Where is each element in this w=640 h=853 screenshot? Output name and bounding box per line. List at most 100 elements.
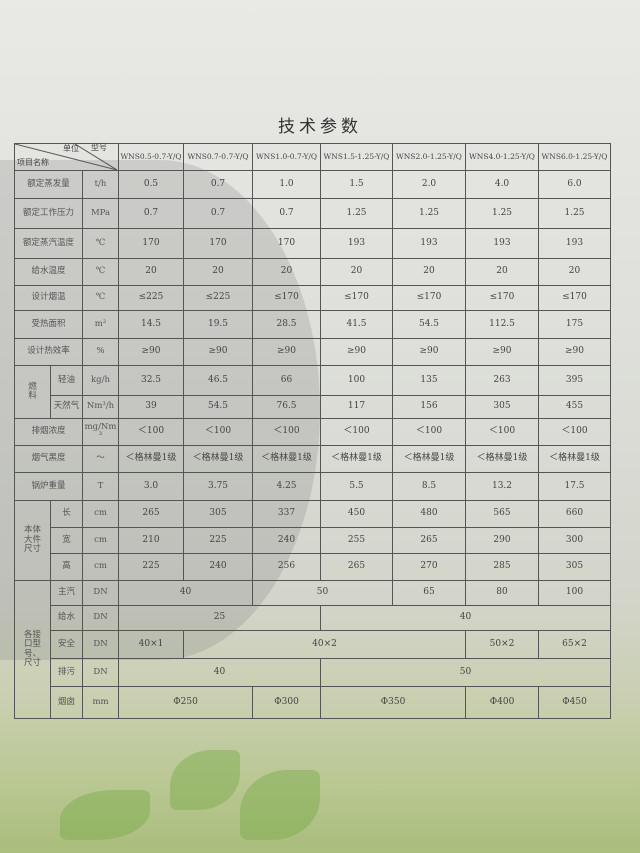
value-cell: 240 [183,553,254,581]
table-row: 各接 口型 号、 尺寸 主汽 DN 40 50 65 80 100 [14,580,612,719]
unit-cell: m² [81,310,120,339]
value-cell: 40 [118,580,254,606]
unit-cell: T [81,472,120,501]
value-cell: 305 [183,500,254,528]
value-cell: 0.7 [183,198,254,229]
value-cell: 265 [320,553,394,581]
value-cell: 80 [465,580,540,606]
value-cell: Φ250 [118,686,254,719]
header-row: 单位 型号 项目名称 WNS0.5-0.7-Y/Q WNS0.7-0.7-Y/Q W… [13,143,612,171]
value-cell: 1.5 [320,170,394,199]
value-cell: 240 [252,527,322,554]
value-cell: 305 [465,395,540,419]
value-cell: 0.5 [118,170,185,199]
row-label: 安全 [50,630,83,659]
table-row: 宽 cm 210 225 240 255 265 290 300 [15,527,612,554]
group-label-line: 本体 [23,525,41,536]
value-cell: ≤170 [538,285,612,311]
unit-cell: mm [81,686,120,719]
group-label-line: 燃 [28,381,37,392]
value-cell: Φ400 [465,686,540,719]
value-cell: ≥90 [538,338,612,366]
value-cell: ＜100 [183,418,254,446]
value-cell: 256 [252,553,322,581]
value-cell: 40×2 [183,630,467,659]
page-title: 技术参数 [278,117,362,137]
table-row: 燃料轻油 kg/h 32.5 46.5 66 100 135 263 395 [14,365,612,419]
value-cell: 2.0 [392,170,467,199]
table-row: 排污 DN 40 50 [15,658,612,687]
value-cell: ≥90 [320,338,394,366]
group-label-line: 各接 [23,629,41,640]
value-cell: 337 [252,500,322,528]
value-cell: ＜格林曼1级 [538,445,612,473]
value-cell: 20 [252,258,322,286]
value-cell: 255 [320,527,394,554]
value-cell: 14.5 [118,310,185,339]
value-cell: 193 [465,228,540,259]
leaf-decoration [170,750,240,810]
value-cell: 20 [118,258,185,286]
value-cell: 170 [183,228,254,259]
unit-cell: mg/Nm³ [81,418,120,446]
value-cell: ＜100 [465,418,540,446]
value-cell: 6.0 [538,170,612,199]
value-cell: 305 [538,553,612,581]
value-cell: ＜100 [392,418,467,446]
group-label: 各接 口型 号、 尺寸 [14,580,51,719]
value-cell: 19.5 [183,310,254,339]
value-cell: 135 [392,365,467,396]
row-label: 设计热效率 [14,338,83,366]
value-cell: 54.5 [392,310,467,339]
table-row: 安全 DN 40×1 40×2 50×2 65×2 [15,630,612,659]
value-cell: 40 [320,605,612,631]
value-cell: 1.25 [538,198,612,229]
value-cell: ≥90 [118,338,185,366]
table-row: 天然气 Nm³/h 39 54.5 76.5 117 156 305 455 [15,395,612,419]
value-cell: 1.25 [392,198,467,229]
value-cell: 1.25 [320,198,394,229]
value-cell: ≥90 [252,338,322,366]
model-header-cell: WNS4.0-1.25-Y/Q [465,143,540,171]
row-label: 给水温度 [14,258,83,286]
row-label: 天然气 [50,395,83,419]
table-row: 受热面积 m² 14.5 19.5 28.5 41.5 54.5 112.5 175 [14,310,612,339]
leaf-decoration [240,770,320,840]
row-label: 额定蒸发量 [14,170,83,199]
value-cell: ＜格林曼1级 [252,445,322,473]
value-cell: 5.5 [320,472,394,501]
value-cell: 265 [118,500,185,528]
model-header-cell: WNS2.0-1.25-Y/Q [392,143,467,171]
value-cell: 20 [183,258,254,286]
row-label: 给水 [50,605,83,631]
table-row: 本体 大件 尺寸长 cm 265 305 337 450 480 565 660 [14,500,612,581]
value-cell: 41.5 [320,310,394,339]
value-cell: ≤170 [465,285,540,311]
value-cell: 480 [392,500,467,528]
value-cell: 50×2 [465,630,540,659]
value-cell: ≥90 [183,338,254,366]
value-cell: 54.5 [183,395,254,419]
table-row: 锅炉重量 T 3.0 3.75 4.25 5.5 8.5 13.2 17.5 [14,472,612,501]
value-cell: 65×2 [538,630,612,659]
value-cell: 100 [320,365,394,396]
value-cell: 3.75 [183,472,254,501]
table-row: 烟气黑度～＜格林曼1级 ＜格林曼1级 ＜格林曼1级 ＜格林曼1级 ＜格林曼1级 ＜格林曼1… [14,445,612,473]
row-label: 额定蒸汽温度 [14,228,83,259]
value-cell: 225 [183,527,254,554]
unit-cell: Nm³/h [81,395,120,419]
value-cell: 25 [118,605,322,631]
value-cell: 4.25 [252,472,322,501]
value-cell: 32.5 [118,365,185,396]
value-cell: 66 [252,365,322,396]
value-cell: 285 [465,553,540,581]
model-header-cell: WNS0.5-0.7-Y/Q [118,143,185,171]
value-cell: 65 [392,580,467,606]
table-row: 给水温度 ℃ 20 20 20 20 20 20 20 [14,258,612,286]
unit-cell: cm [81,553,120,581]
unit-header: 单位 [63,144,79,153]
value-cell: ≤170 [320,285,394,311]
value-cell: 46.5 [183,365,254,396]
value-cell: 112.5 [465,310,540,339]
unit-cell: t/h [81,170,120,199]
